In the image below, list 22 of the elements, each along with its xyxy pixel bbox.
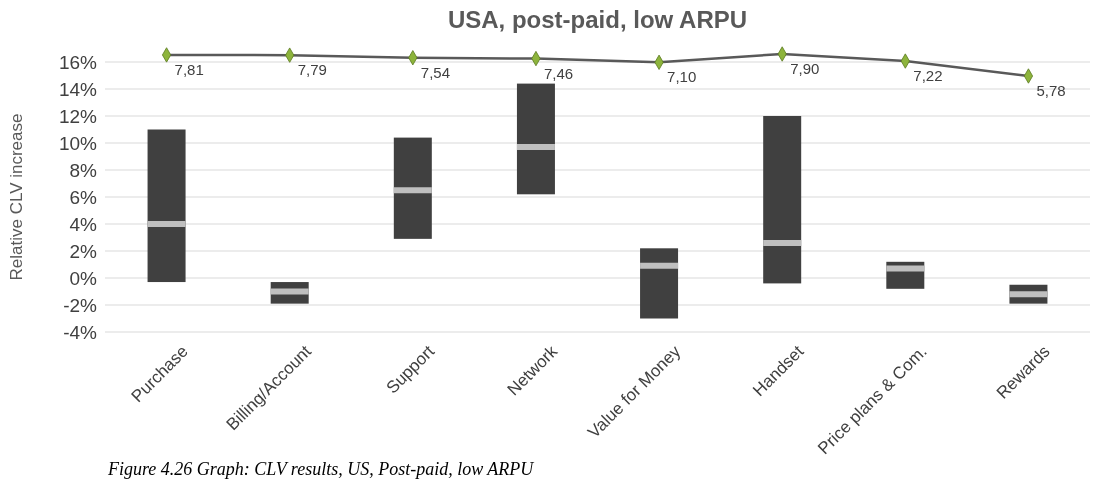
y-tick-label: 4% — [69, 213, 98, 235]
chart-title: USA, post-paid, low ARPU — [447, 6, 748, 33]
data-label: 7,54 — [420, 63, 451, 81]
y-tick-label: 12% — [58, 105, 98, 127]
y-tick-label: -2% — [63, 294, 98, 316]
y-tick-label: -4% — [63, 321, 98, 343]
data-label: 7,10 — [667, 68, 697, 86]
data-label: 7,22 — [913, 67, 943, 85]
y-axis-title: Relative CLV increase — [7, 113, 26, 281]
data-label: 7,90 — [790, 60, 820, 77]
data-label: 7,81 — [174, 60, 204, 78]
y-tick-label: 16% — [58, 51, 98, 73]
data-label: 7,46 — [543, 64, 574, 82]
y-tick-label: 6% — [69, 186, 98, 208]
y-tick-label: 0% — [69, 267, 98, 289]
y-tick-label: 14% — [58, 78, 98, 100]
data-label: 7,79 — [297, 61, 327, 79]
caption: Figure 4.26 Graph: CLV results, US, Post-paid, low ARPU — [107, 459, 535, 479]
y-tick-label: 8% — [69, 159, 98, 181]
data-label: 5,78 — [1036, 82, 1066, 99]
y-tick-label: 2% — [69, 240, 98, 262]
y-tick-label: 10% — [58, 132, 98, 154]
